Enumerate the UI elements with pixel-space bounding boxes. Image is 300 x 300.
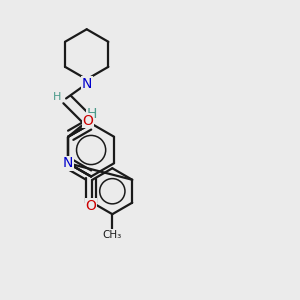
Text: N: N [82, 77, 92, 91]
Text: CH₃: CH₃ [103, 230, 122, 240]
Text: N: N [63, 156, 73, 170]
Text: H: H [53, 92, 61, 102]
Text: O: O [86, 199, 97, 213]
Text: O: O [83, 114, 94, 128]
Text: H: H [86, 107, 97, 121]
